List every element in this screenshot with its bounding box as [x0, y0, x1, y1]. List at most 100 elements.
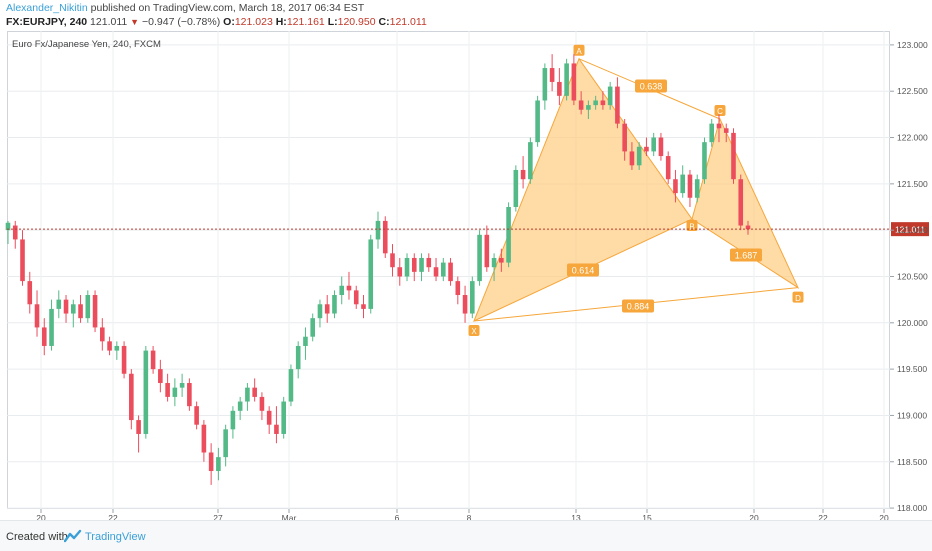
candle-body [63, 299, 69, 314]
candle-body [361, 304, 366, 309]
candle-body [455, 281, 461, 296]
close-label: C: [378, 16, 390, 28]
candle-body [484, 234, 490, 268]
candle-body [448, 262, 453, 282]
candle-body [245, 387, 250, 402]
candle-body [564, 63, 569, 96]
y-tick-label: 119.500 [897, 364, 927, 374]
candle-body [27, 281, 33, 305]
candle-body [723, 128, 729, 133]
y-tick-label: 118.500 [897, 457, 927, 467]
candle-body [339, 285, 345, 296]
pattern-xab [473, 57, 693, 322]
candle-body [143, 350, 149, 434]
created-with-text: Created with [6, 531, 68, 543]
candle-body [158, 369, 163, 384]
time-axis: 20 22 27 Mar 6 8 13 15 20 22 20 [36, 509, 889, 520]
open-label: O: [223, 16, 235, 28]
candle-body [600, 100, 606, 106]
candle-body [665, 156, 671, 180]
candle-body [470, 281, 475, 314]
x-tick-label: 27 [213, 513, 223, 520]
candle-body [49, 308, 54, 346]
candle-body [716, 123, 722, 129]
candle-body [636, 146, 642, 166]
author-link[interactable]: Alexander_Nikitin [6, 2, 88, 14]
pattern-point-badge [573, 44, 585, 56]
candle-body [404, 257, 410, 277]
price-chart[interactable]: X A B C D 0.614 0.638 1.687 0.884 121.011 118.00… [0, 0, 932, 520]
down-arrow-icon: ▼ [130, 17, 140, 27]
ratio-badge [635, 79, 667, 93]
x-tick-label: 20 [36, 513, 46, 520]
candle-body [390, 253, 395, 268]
candle-body [694, 179, 700, 198]
pattern-point-badge [686, 220, 698, 232]
candle-body [375, 220, 381, 240]
footer: Created with TradingView [0, 520, 932, 551]
x-tick-label: 13 [571, 513, 581, 520]
ratio-badge [730, 248, 762, 262]
y-tick-label: 120.000 [897, 318, 928, 328]
candle-body [252, 387, 257, 397]
candle-body [92, 295, 98, 328]
candle-body [281, 401, 286, 434]
candle-body [411, 257, 417, 272]
high-value: 121.161 [286, 16, 325, 28]
candle-body [303, 336, 308, 346]
candle-body [259, 396, 265, 411]
candle-body [295, 345, 301, 370]
quote-line: FX:EURJPY, 240 121.011 ▼ −0.947 (−0.78%)… [6, 15, 427, 29]
tradingview-brand-link[interactable]: TradingView [85, 531, 146, 543]
low-label: L: [327, 16, 338, 28]
candle-body [738, 179, 744, 226]
harmonic-pattern: X A B C D 0.614 0.638 1.687 0.884 [468, 44, 804, 336]
candle-body [535, 100, 540, 143]
candle-body [397, 267, 403, 277]
published-text: published on TradingView.com, March 18, … [90, 2, 365, 14]
candle-body [368, 239, 374, 309]
x-tick-label: 22 [108, 513, 118, 520]
high-label: H: [275, 16, 287, 28]
candle-body [5, 222, 11, 231]
candle-body [324, 304, 330, 314]
candle-body [70, 304, 76, 314]
candle-body [644, 146, 649, 152]
candle-body [85, 295, 91, 319]
candles [5, 54, 751, 485]
pattern-point-badge [468, 324, 480, 336]
candle-body [702, 142, 707, 180]
candle-body [114, 345, 120, 351]
candle-body [41, 327, 47, 346]
candle-body [100, 327, 105, 342]
y-tick-label: 121.500 [897, 179, 928, 189]
x-tick-label: Mar [282, 513, 297, 520]
price-change: −0.947 (−0.78%) [142, 16, 221, 28]
candle-body [586, 105, 591, 110]
candle-body [542, 68, 548, 101]
chart-header: Alexander_Nikitin published on TradingVi… [0, 0, 932, 30]
candle-body [201, 424, 207, 453]
ratio-badge [567, 263, 599, 277]
candle-body [310, 318, 316, 337]
candle-body [237, 401, 243, 411]
candle-body [745, 225, 751, 230]
candle-body [136, 420, 141, 434]
candle-body [462, 295, 468, 314]
candle-body [346, 285, 352, 291]
candle-body [528, 142, 533, 180]
candle-body [506, 207, 511, 263]
grid-lines [7, 31, 890, 509]
candle-body [216, 457, 221, 472]
candle-body [121, 345, 127, 374]
candle-body [658, 137, 664, 157]
candle-body [194, 406, 199, 425]
chart-title: Euro Fx/Japanese Yen, 240, FXCM [12, 39, 161, 50]
last-price-label: 121.011 [895, 224, 925, 234]
ratio-label: 0.638 [640, 81, 663, 91]
candle-body [107, 341, 112, 351]
candle-body [687, 174, 693, 198]
candle-body [230, 410, 236, 430]
x-tick-label: 15 [642, 513, 652, 520]
symbol-label[interactable]: FX:EURJPY, 240 [6, 16, 88, 28]
